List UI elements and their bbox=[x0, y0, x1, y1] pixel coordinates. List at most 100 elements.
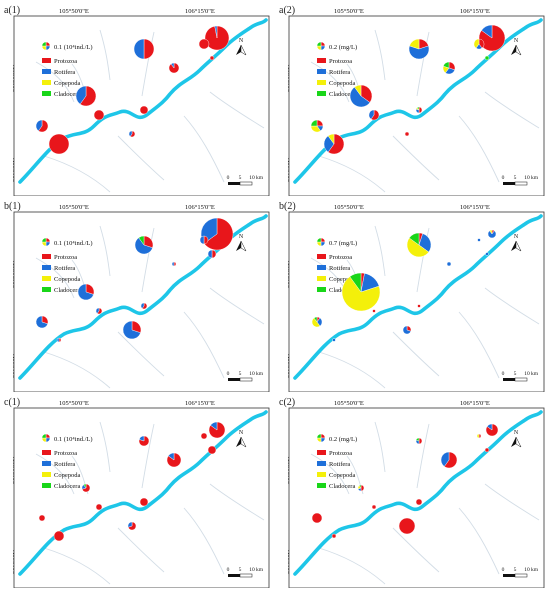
scale-bar: 0 5 10 km bbox=[227, 371, 264, 382]
map-panel-a2: 105°50'0"E106°15'0"E29°20'0"N29°0'0"N0.2… bbox=[287, 8, 545, 196]
legend-ref-label: 0.1 (10⁴ind./L) bbox=[54, 436, 93, 443]
site-pie-2 bbox=[199, 235, 209, 245]
legend-label-protozoa: Protozoa bbox=[54, 450, 77, 457]
site-pie-1-slice-protozoa bbox=[203, 217, 234, 251]
site-pie-3 bbox=[207, 445, 217, 455]
tributary-5 bbox=[458, 507, 500, 575]
legend-label-copepoda: Copepoda bbox=[54, 80, 80, 87]
legend: 0.1 (10⁴ind./L) Protozoa Rotifera Copepoda C… bbox=[41, 237, 93, 294]
legend-swatch-copepoda bbox=[42, 276, 51, 281]
panel-label-a2: a(2) bbox=[279, 5, 296, 16]
tributary-5 bbox=[183, 311, 225, 379]
site-pie-9 bbox=[128, 130, 136, 138]
site-pie-5-slice-protozoa bbox=[173, 261, 177, 267]
site-pie-6-slice-cladocera bbox=[358, 484, 362, 489]
map-panel-c2: 105°50'0"E106°15'0"E29°20'0"N29°0'0"N0.2… bbox=[287, 400, 545, 588]
tributary-7 bbox=[117, 331, 165, 377]
legend-swatch-copepoda bbox=[42, 80, 51, 85]
tributary-6 bbox=[43, 547, 111, 585]
tributary-1 bbox=[374, 421, 386, 473]
site-pie-9-slice bbox=[404, 131, 410, 137]
legend-ref-pie bbox=[41, 237, 51, 247]
site-pie-1-slice-rotifera bbox=[487, 230, 497, 239]
tributary-6 bbox=[318, 155, 386, 193]
site-pie-6-slice-rotifera bbox=[75, 85, 87, 105]
lon-label-right: 106°15'0"E bbox=[460, 8, 490, 15]
site-pie-6-slice-cladocera bbox=[83, 483, 87, 489]
scale-tick-0: 0 bbox=[227, 175, 230, 181]
site-pie-1-slice-rotifera bbox=[214, 25, 218, 39]
site-pie-9 bbox=[404, 131, 410, 137]
legend-swatch-cladocera bbox=[42, 483, 51, 488]
legend-label-copepoda: Copepoda bbox=[54, 472, 80, 479]
legend-ref-label: 0.7 (mg/L) bbox=[329, 240, 357, 247]
lon-label-left: 105°50'0"E bbox=[334, 400, 364, 407]
scale-tick-0: 0 bbox=[502, 371, 505, 377]
site-pie-6-slice-protozoa bbox=[360, 484, 365, 492]
tributary-6 bbox=[43, 155, 111, 193]
lon-label-left: 105°50'0"E bbox=[59, 8, 89, 15]
site-pie-10-slice-cladocera bbox=[310, 119, 318, 127]
site-pie-9 bbox=[402, 325, 412, 335]
site-pie-1 bbox=[204, 25, 230, 51]
map-frame-b1: 0.1 (10⁴ind./L) Protozoa Rotifera Copepoda C… bbox=[13, 211, 270, 392]
tributary-1 bbox=[374, 225, 386, 277]
site-pie-10-slice bbox=[38, 514, 46, 522]
site-pie-6 bbox=[77, 283, 95, 301]
legend: 0.1 (10⁴ind./L) Protozoa Rotifera Copepoda C… bbox=[41, 41, 93, 98]
north-arrow-icon: N bbox=[236, 234, 247, 252]
site-pie-1-slice-copepoda bbox=[489, 229, 493, 235]
site-pie-4 bbox=[408, 38, 430, 60]
site-pie-6 bbox=[341, 272, 381, 312]
legend-swatch-protozoa bbox=[42, 58, 51, 63]
legend: 0.2 (mg/L) Protozoa Rotifera Copepoda Cladoc… bbox=[316, 41, 357, 98]
site-pie-7-slice bbox=[139, 497, 149, 507]
tributary-1 bbox=[99, 225, 111, 277]
scale-tick-5: 5 bbox=[239, 567, 242, 573]
site-pie-4-slice-cladocera bbox=[138, 235, 145, 246]
legend-ref-pie-slice-cladocera bbox=[316, 41, 322, 47]
site-pie-7-slice-rotifera bbox=[140, 302, 145, 309]
site-pie-10 bbox=[35, 119, 49, 133]
legend-swatch-protozoa bbox=[42, 450, 51, 455]
site-pie-1 bbox=[200, 217, 234, 251]
site-pie-6-slice-cladocera bbox=[349, 272, 362, 293]
legend-ref-pie-slice-cladocera bbox=[316, 433, 322, 439]
site-pie-7-slice bbox=[417, 304, 421, 308]
tributary-7 bbox=[117, 135, 165, 181]
panel-label-c2: c(2) bbox=[279, 397, 296, 408]
panel-label-b1: b(1) bbox=[4, 201, 21, 212]
site-pie-8-slice-rotifera bbox=[95, 307, 100, 314]
legend-swatch-cladocera bbox=[317, 91, 326, 96]
site-pie-4-slice-rotifera bbox=[408, 45, 430, 60]
lon-label-right: 106°15'0"E bbox=[460, 400, 490, 407]
site-pie-5-slice bbox=[446, 261, 452, 267]
site-pie-11-slice bbox=[48, 133, 70, 155]
site-pie-5 bbox=[171, 261, 177, 267]
legend-swatch-protozoa bbox=[317, 254, 326, 259]
legend-label-rotifera: Rotifera bbox=[329, 69, 350, 76]
tributary-6 bbox=[318, 547, 386, 585]
site-pie-4-slice-cladocera bbox=[415, 437, 420, 442]
main-river bbox=[293, 410, 543, 576]
site-pie-9 bbox=[398, 517, 416, 535]
map-frame-c1: 0.1 (10⁴ind./L) Protozoa Rotifera Copepoda C… bbox=[13, 407, 270, 588]
site-pie-3-slice bbox=[485, 252, 489, 256]
legend-label-cladocera: Cladocera bbox=[329, 483, 355, 490]
sampling-sites bbox=[35, 217, 234, 343]
lon-label-right: 106°15'0"E bbox=[460, 204, 490, 211]
site-pie-3-slice bbox=[209, 55, 215, 61]
tributary-7 bbox=[392, 527, 440, 573]
site-pie-4 bbox=[133, 38, 155, 60]
site-pie-5-slice-rotifera bbox=[170, 62, 175, 69]
site-pie-4-slice-rotifera bbox=[134, 237, 153, 255]
tributary-4 bbox=[484, 287, 540, 325]
tributary-1 bbox=[99, 29, 111, 81]
site-pie-8-slice-protozoa bbox=[370, 109, 380, 121]
legend-ref-pie-slice-cladocera bbox=[41, 433, 47, 439]
site-pie-5 bbox=[446, 261, 452, 267]
map-frame-a2: 0.2 (mg/L) Protozoa Rotifera Copepoda Cladoc… bbox=[288, 15, 545, 196]
site-pie-11-slice-protozoa bbox=[58, 337, 62, 343]
north-label: N bbox=[239, 234, 244, 240]
site-pie-6 bbox=[349, 84, 373, 108]
